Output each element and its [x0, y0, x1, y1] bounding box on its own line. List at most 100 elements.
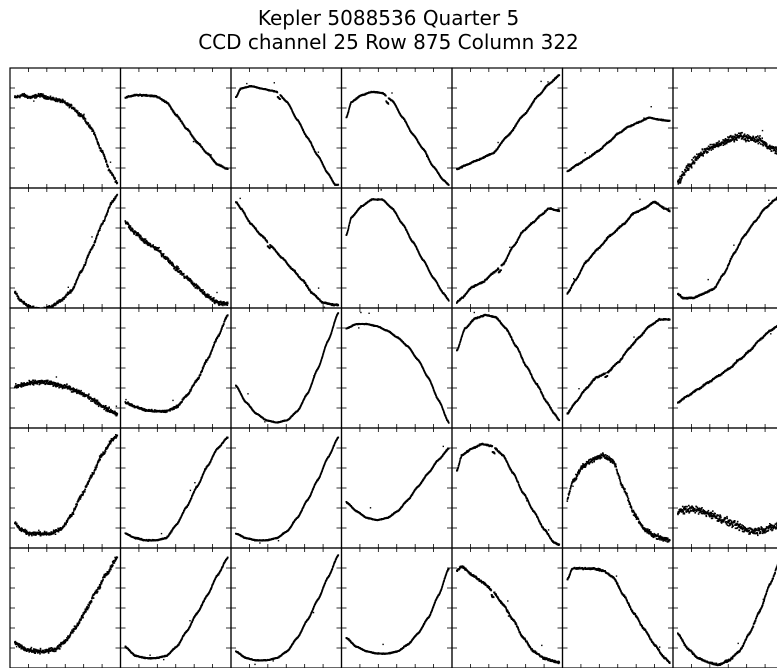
data-point	[765, 145, 768, 147]
data-point	[126, 221, 129, 224]
outlier-point	[176, 113, 178, 116]
data-point	[141, 237, 143, 240]
data-point	[772, 147, 774, 150]
data-point	[217, 301, 220, 303]
data-point	[39, 310, 41, 312]
data-point	[695, 159, 698, 161]
outlier-point	[239, 197, 241, 200]
data-point	[153, 94, 156, 97]
data-point	[100, 225, 102, 228]
data-point	[693, 162, 696, 165]
data-point	[294, 115, 296, 118]
data-point	[747, 134, 750, 137]
data-point	[104, 218, 106, 221]
data-point	[79, 115, 81, 118]
data-point	[758, 136, 760, 139]
data-point	[82, 117, 84, 119]
data-point	[697, 157, 699, 159]
data-point	[43, 97, 46, 100]
data-point	[754, 138, 756, 141]
data-point	[111, 202, 113, 204]
data-point	[708, 147, 711, 150]
data-point	[57, 98, 59, 100]
data-point	[24, 94, 27, 96]
data-point	[735, 135, 738, 137]
data-point	[398, 219, 401, 221]
data-point	[129, 225, 132, 227]
data-point	[33, 96, 35, 98]
data-point	[318, 298, 321, 301]
data-point	[269, 247, 271, 250]
data-point	[209, 154, 211, 157]
data-point	[685, 165, 688, 167]
data-point	[81, 270, 83, 273]
data-point	[758, 141, 761, 144]
data-point	[722, 139, 724, 141]
data-point	[245, 215, 248, 218]
data-point	[174, 266, 177, 269]
data-point	[212, 298, 215, 300]
data-point	[77, 277, 79, 279]
data-point	[775, 151, 777, 153]
data-point	[759, 135, 761, 137]
data-point	[493, 151, 496, 154]
data-point	[203, 293, 205, 295]
data-point	[201, 289, 203, 292]
data-point	[95, 136, 97, 139]
panel-frame	[561, 67, 674, 189]
panel-r1c3	[230, 67, 343, 189]
data-point	[65, 102, 68, 105]
data-point	[66, 102, 69, 104]
data-point	[743, 138, 745, 141]
data-point	[90, 248, 93, 251]
data-point	[326, 171, 329, 174]
data-point	[180, 271, 183, 274]
data-point	[128, 224, 130, 227]
data-point	[739, 132, 741, 135]
data-point	[679, 180, 682, 182]
data-point	[553, 79, 555, 81]
data-point	[204, 294, 207, 297]
data-point	[766, 143, 768, 145]
data-point	[61, 299, 64, 302]
data-point	[50, 306, 53, 308]
data-point	[208, 294, 210, 296]
data-point	[751, 137, 753, 140]
panel-ticks	[120, 188, 231, 308]
data-point	[124, 221, 127, 223]
data-point	[214, 302, 216, 305]
data-point	[41, 310, 43, 312]
data-point	[507, 134, 510, 137]
data-point	[22, 303, 25, 305]
data-point	[744, 139, 747, 142]
data-point	[72, 106, 75, 109]
outlier-point	[216, 291, 218, 294]
data-point	[529, 106, 531, 109]
outlier-point	[192, 140, 195, 143]
panel-points	[456, 74, 561, 171]
data-point	[35, 97, 37, 99]
data-point	[187, 128, 189, 131]
data-point	[112, 200, 115, 202]
data-point	[39, 309, 41, 311]
outlier-point	[158, 246, 160, 249]
data-point	[305, 283, 308, 286]
data-point	[238, 90, 240, 92]
data-point	[52, 96, 54, 99]
data-point	[266, 240, 268, 242]
data-point	[306, 286, 309, 288]
data-point	[306, 285, 309, 287]
chart-subtitle: CCD channel 25 Row 875 Column 322	[198, 30, 579, 54]
panel-ticks	[120, 68, 231, 188]
panel-frame	[230, 187, 343, 309]
data-point	[69, 289, 72, 291]
data-point	[456, 302, 458, 304]
data-point	[387, 102, 389, 104]
data-point	[405, 229, 408, 232]
data-point	[188, 277, 190, 280]
data-point	[91, 130, 93, 132]
data-point	[42, 309, 44, 311]
data-point	[708, 149, 710, 151]
panel-ticks	[452, 68, 563, 188]
data-point	[201, 290, 203, 293]
